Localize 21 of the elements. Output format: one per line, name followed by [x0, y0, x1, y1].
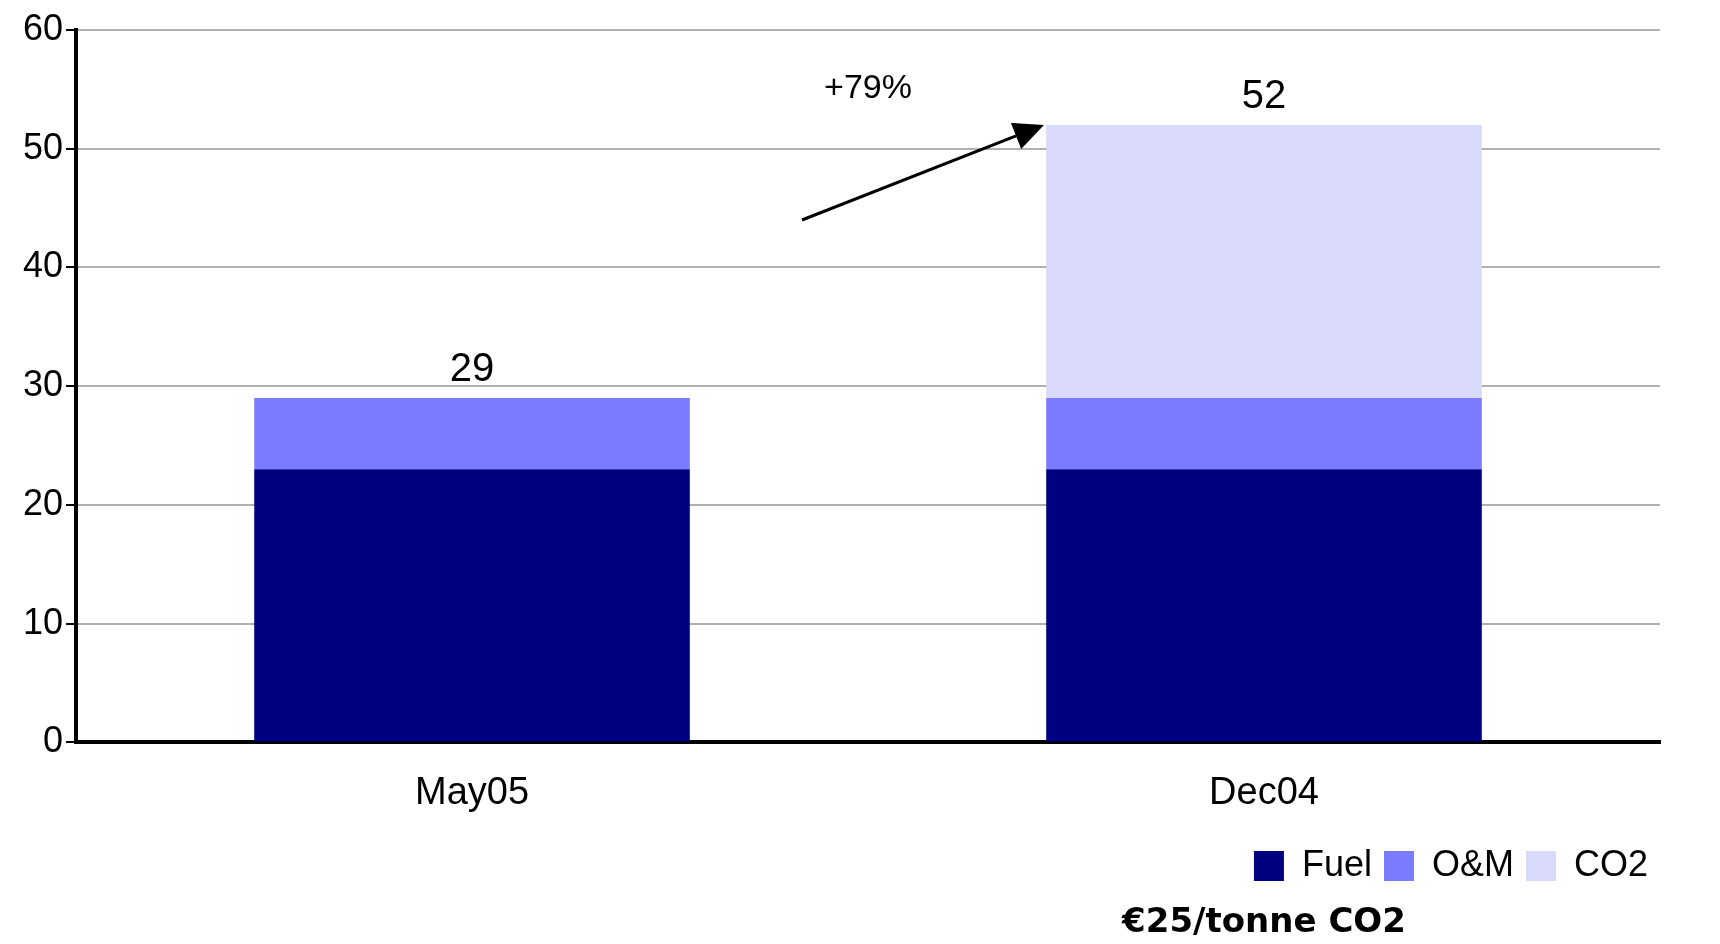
- bar: [254, 469, 690, 742]
- legend-label: Fuel: [1301, 842, 1372, 884]
- bar: [1046, 124, 1482, 399]
- y-tick-label: 50: [23, 125, 64, 167]
- y-tick-label: 0: [43, 719, 64, 761]
- y-tick-label: 60: [23, 6, 64, 48]
- y-tick-label: 30: [23, 363, 64, 405]
- x-tick-label: May05: [415, 769, 530, 812]
- legend-label: CO2: [1573, 842, 1649, 884]
- total-label: 52: [1241, 72, 1287, 117]
- bar: [1046, 398, 1482, 470]
- bar: [1046, 469, 1482, 742]
- total-label: 29: [449, 345, 495, 390]
- bar: [254, 398, 690, 470]
- legend-label: O&M: [1431, 842, 1514, 884]
- y-tick-label: 20: [23, 481, 64, 523]
- x-tick-label: Dec04: [1209, 769, 1319, 812]
- annotation: +79%: [824, 67, 912, 105]
- y-tick-label: 40: [23, 244, 64, 286]
- text: €25/tonne CO2: [1121, 899, 1406, 940]
- y-tick-label: 10: [23, 600, 64, 642]
